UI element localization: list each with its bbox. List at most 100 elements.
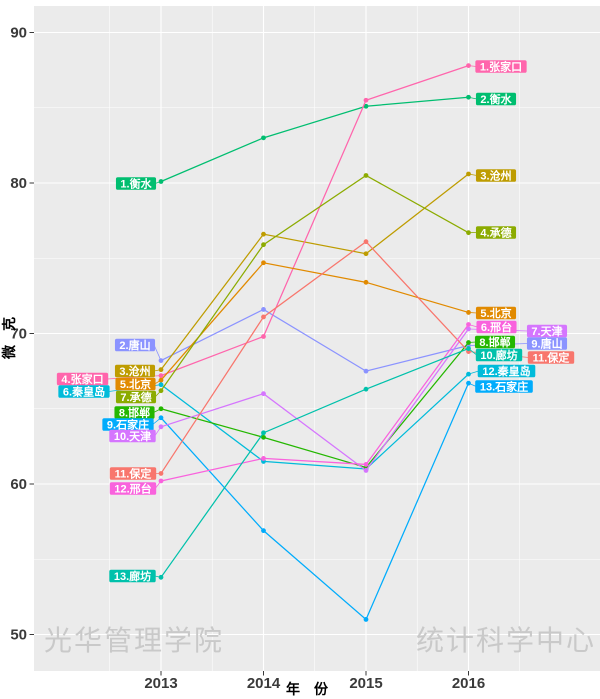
data-point xyxy=(363,279,369,285)
rank-label-box xyxy=(58,385,110,398)
rank-label-text: 7.承德 xyxy=(120,390,151,404)
data-point xyxy=(363,468,369,473)
rank-label-text: 11.保定 xyxy=(533,351,570,365)
rank-label-text: 1.衡水 xyxy=(120,177,152,191)
rank-label-保定: 11.保定 xyxy=(109,467,157,481)
rank-label-box xyxy=(114,406,155,419)
series-line xyxy=(160,342,469,469)
x-axis-title: 年 份 xyxy=(286,681,329,697)
rank-label-天津: 10.天津 xyxy=(109,429,156,443)
label-pointer xyxy=(153,344,162,361)
label-pointer xyxy=(152,417,162,425)
rank-label-text: 13.石家庄 xyxy=(480,380,528,394)
rank-label-box xyxy=(475,60,527,73)
x-tick-label: 2014 xyxy=(247,675,281,692)
rank-label-box xyxy=(109,482,157,495)
rank-label-唐山: 2.唐山 xyxy=(114,338,156,352)
rank-label-text: 12.秦皇岛 xyxy=(482,364,530,378)
rank-label-石家庄: 13.石家庄 xyxy=(475,380,533,394)
rank-label-text: 12.邢台 xyxy=(114,482,151,496)
rank-label-邢台: 6.邢台 xyxy=(476,320,517,334)
rank-label-box xyxy=(475,226,517,239)
data-point xyxy=(261,334,266,339)
rank-label-张家口: 4.张家口 xyxy=(56,372,109,386)
watermark-right: 统计科学中心 xyxy=(416,625,596,656)
y-axis-title: 微 克 xyxy=(1,317,17,360)
label-pointer xyxy=(154,379,162,385)
series-line xyxy=(160,328,470,472)
series-衡水 xyxy=(158,94,471,184)
rank-label-北京: 5.北京 xyxy=(115,377,156,391)
data-point xyxy=(363,103,369,109)
rank-label-text: 3.沧州 xyxy=(119,364,150,378)
rank-label-廊坊: 13.廊坊 xyxy=(109,569,156,583)
rank-label-box xyxy=(475,348,523,362)
rank-label-box xyxy=(527,351,575,364)
data-point xyxy=(363,617,369,622)
data-point xyxy=(261,528,266,534)
rank-label-text: 5.北京 xyxy=(120,377,151,391)
x-tick-label: 2015 xyxy=(349,675,382,692)
rank-label-衡水: 1.衡水 xyxy=(115,177,157,191)
series-承德 xyxy=(158,173,471,394)
y-tick-label: 60 xyxy=(10,476,27,493)
data-point xyxy=(363,97,369,103)
data-point xyxy=(261,391,266,397)
watermark-left: 光华管理学院 xyxy=(44,625,224,656)
label-pointer xyxy=(468,341,476,343)
rank-label-box xyxy=(475,380,533,393)
series-line xyxy=(160,65,469,377)
series-保定 xyxy=(158,239,471,476)
rank-label-text: 3.沧州 xyxy=(480,169,511,183)
rank-label-box xyxy=(109,569,156,583)
rank-label-text: 8.邯郸 xyxy=(119,406,150,420)
series-line xyxy=(160,173,469,370)
y-axis: 50 60 70 80 90 xyxy=(10,25,34,644)
rank-label-保定: 11.保定 xyxy=(527,351,575,365)
series-line xyxy=(160,240,469,474)
series-邯郸 xyxy=(158,340,471,470)
rank-label-box xyxy=(114,338,156,352)
rank-label-廊坊: 10.廊坊 xyxy=(475,348,523,362)
rank-label-张家口: 1.张家口 xyxy=(475,60,527,74)
rank-labels: 1.衡水 2.衡水 2.唐山 9.唐山 3.沧州 3.沧州 4.张家口 1.张家口 5.北京 5.… xyxy=(56,60,575,583)
rank-label-box xyxy=(475,92,517,106)
rank-label-承德: 4.承德 xyxy=(475,226,517,240)
series-line xyxy=(160,382,470,621)
series-line xyxy=(160,96,469,183)
rank-label-沧州: 3.沧州 xyxy=(114,364,156,378)
series-line xyxy=(160,347,469,578)
rank-label-邯郸: 8.邯郸 xyxy=(114,406,155,420)
rank-label-text: 11.保定 xyxy=(115,467,152,481)
label-pointer xyxy=(468,324,478,328)
rank-label-box xyxy=(114,364,156,378)
rank-label-box xyxy=(115,390,157,404)
label-pointer xyxy=(153,369,162,372)
rank-label-text: 4.承德 xyxy=(480,226,511,240)
data-point xyxy=(261,456,266,461)
rank-label-text: 6.邢台 xyxy=(481,320,512,334)
rank-label-text: 2.衡水 xyxy=(480,92,512,106)
rank-label-box xyxy=(475,169,517,182)
label-pointer xyxy=(153,408,162,413)
rank-label-北京: 5.北京 xyxy=(475,306,517,320)
rank-label-box xyxy=(526,324,568,338)
rank-label-text: 4.张家口 xyxy=(61,372,103,386)
rank-label-box xyxy=(477,364,536,378)
rank-label-box xyxy=(102,418,154,431)
data-point xyxy=(261,135,266,141)
rank-label-邯郸: 8.邯郸 xyxy=(474,335,516,349)
x-axis: 2013 2014 2015 2016 xyxy=(144,671,485,692)
rank-label-text: 6.秦皇岛 xyxy=(63,385,105,399)
label-pointer xyxy=(468,370,479,375)
rank-label-box xyxy=(115,377,156,391)
data-point xyxy=(261,434,266,440)
data-point xyxy=(363,173,369,178)
rank-label-text: 8.邯郸 xyxy=(479,335,510,349)
label-pointer xyxy=(154,426,162,437)
rank-label-box xyxy=(109,467,157,480)
rank-label-秦皇岛: 6.秦皇岛 xyxy=(58,385,110,399)
data-point xyxy=(261,242,266,248)
rank-label-承德: 7.承德 xyxy=(115,390,157,404)
